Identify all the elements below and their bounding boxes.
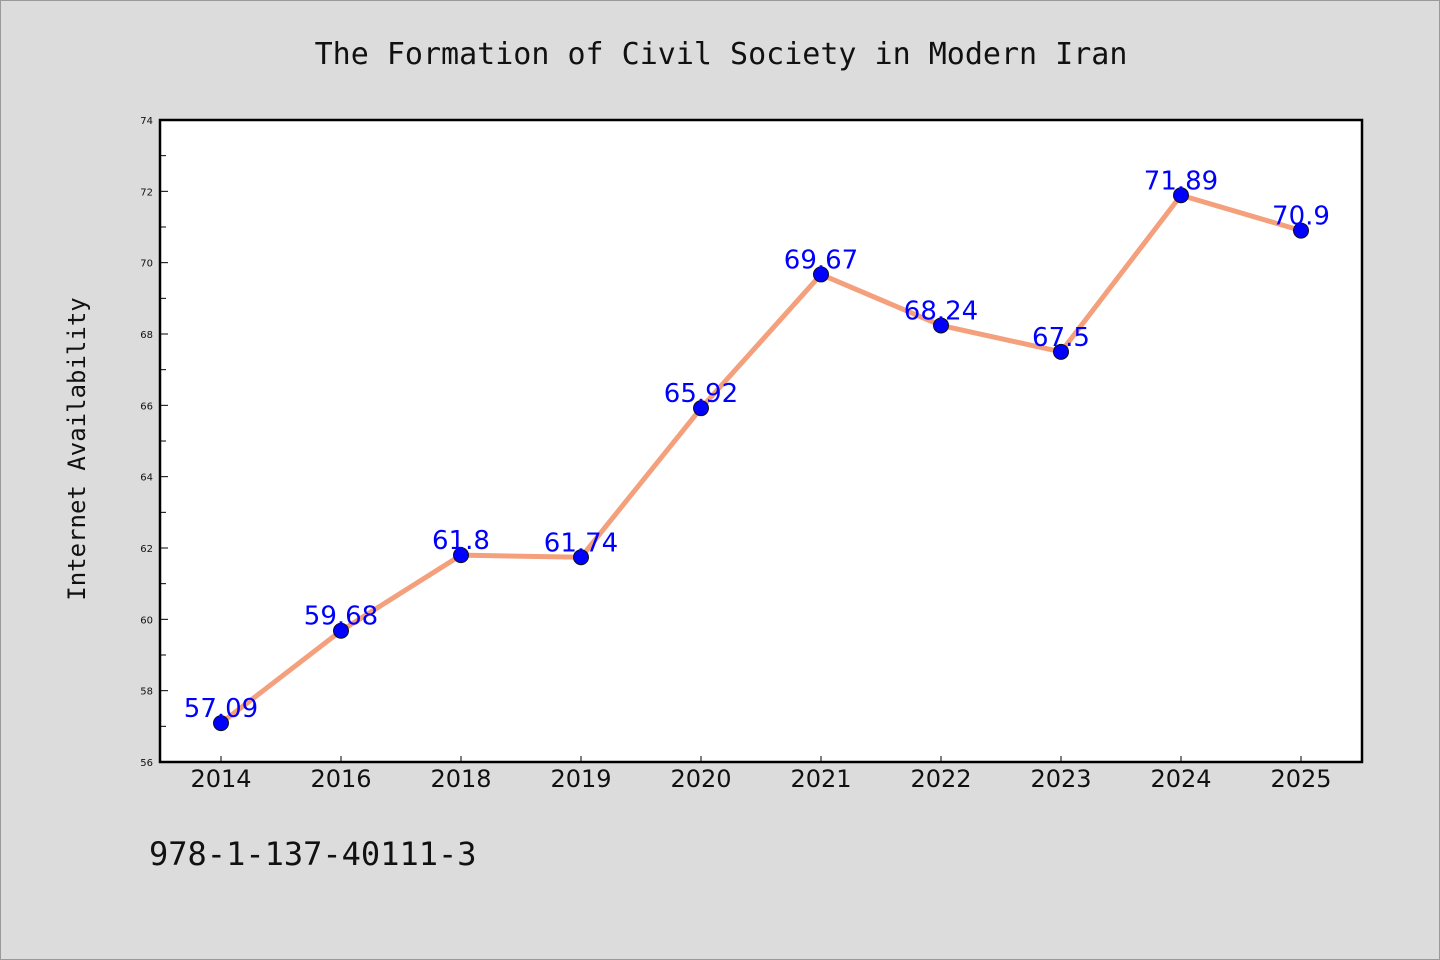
data-label: 71.89 — [1144, 166, 1218, 196]
plot-frame — [158, 118, 1364, 764]
x-tick-label: 2020 — [670, 765, 731, 793]
y-tick-label: 66 — [140, 401, 153, 412]
data-point — [1053, 343, 1069, 360]
x-tick-label: 2018 — [430, 765, 491, 793]
data-point — [693, 400, 709, 417]
y-tick-label: 64 — [140, 473, 153, 484]
y-axis: 56 58 60 62 64 66 68 70 72 74 — [140, 116, 168, 769]
data-point — [573, 549, 589, 566]
data-label: 61.74 — [544, 528, 618, 558]
x-tick-label: 2021 — [790, 765, 851, 793]
footer-code: 978-1-137-40111-3 — [149, 835, 477, 873]
x-axis: 2014 2016 2018 2019 2020 2021 2022 2023 2024 2025 — [190, 756, 1332, 793]
y-tick-label: 72 — [140, 187, 153, 198]
data-point — [453, 547, 469, 564]
x-tick-label: 2025 — [1270, 765, 1331, 793]
data-label: 65.92 — [664, 379, 738, 409]
y-tick-label: 62 — [140, 544, 153, 555]
y-tick-label: 56 — [140, 758, 153, 769]
data-point — [333, 622, 349, 639]
series-internet-availability: 57.09 59.68 61.8 61.74 65.92 69.67 68.24 67.5 71… — [184, 166, 1330, 732]
data-label: 70.9 — [1272, 202, 1330, 232]
data-label: 67.5 — [1032, 323, 1090, 353]
data-label: 57.09 — [184, 694, 258, 724]
data-label: 69.67 — [784, 245, 858, 275]
y-tick-label: 58 — [140, 687, 153, 698]
data-point — [1293, 222, 1309, 239]
y-tick-label: 70 — [140, 259, 153, 270]
x-tick-label: 2022 — [910, 765, 971, 793]
x-tick-label: 2016 — [310, 765, 371, 793]
y-tick-label: 60 — [140, 615, 153, 626]
data-label: 61.8 — [432, 526, 490, 556]
data-label: 68.24 — [904, 296, 978, 326]
chart-title: The Formation of Civil Society in Modern… — [315, 37, 1128, 72]
data-label: 59.68 — [304, 602, 378, 632]
x-tick-label: 2014 — [190, 765, 251, 793]
series-line — [218, 192, 1304, 726]
y-tick-label: 74 — [140, 116, 153, 127]
plot-area — [160, 120, 1362, 762]
x-tick-label: 2024 — [1150, 765, 1211, 793]
data-point — [213, 715, 229, 732]
data-point — [933, 317, 949, 334]
x-tick-label: 2023 — [1030, 765, 1091, 793]
data-point — [1173, 187, 1189, 204]
y-axis-label: Internet Availability — [63, 297, 91, 600]
y-tick-label: 68 — [140, 330, 153, 341]
data-point — [813, 266, 829, 283]
x-tick-label: 2019 — [550, 765, 611, 793]
